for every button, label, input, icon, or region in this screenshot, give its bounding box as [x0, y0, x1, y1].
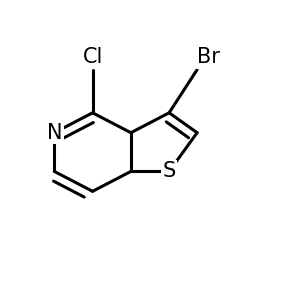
Text: S: S: [163, 161, 176, 181]
Text: N: N: [46, 123, 62, 143]
Text: Br: Br: [197, 47, 220, 67]
Text: Cl: Cl: [82, 47, 103, 67]
